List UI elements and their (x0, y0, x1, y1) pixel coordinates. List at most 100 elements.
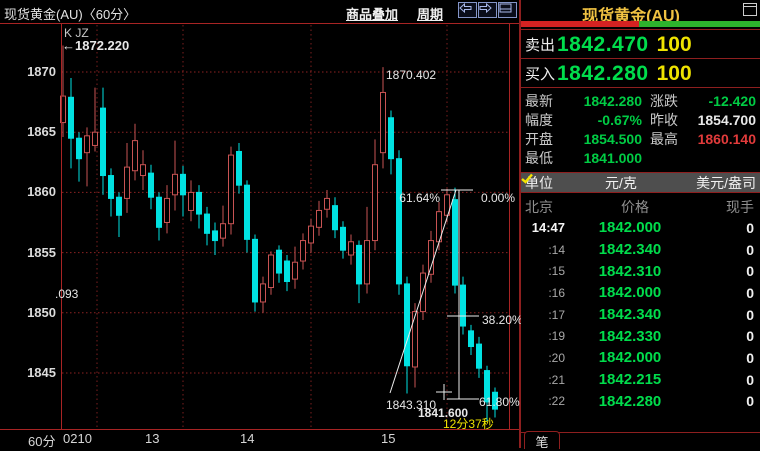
tick-price: 1842.340 (598, 241, 662, 259)
sell-size: 100 (656, 32, 692, 56)
tick-price: 1842.330 (598, 327, 662, 345)
sell-label: 卖出 (525, 37, 556, 54)
candle-body (268, 254, 274, 289)
tab-tick-detail[interactable]: 笔 (524, 431, 560, 450)
tick-row[interactable]: 14:47 1842.000 0 (521, 217, 760, 239)
buy-sell-depth-bar (521, 21, 760, 27)
candle-body (196, 191, 202, 215)
stat-label: 涨跌 (650, 92, 678, 109)
candle-body (68, 96, 74, 139)
tick-volume: 0 (746, 263, 754, 280)
depth-bar-buy (639, 21, 760, 27)
tick-row[interactable]: :19 1842.330 0 (521, 325, 760, 347)
unit-option-usd[interactable]: 美元/盎司 (696, 174, 756, 191)
y-axis-label: 1865 (27, 124, 56, 140)
stats-row: 最新 1842.280 涨跌 -12.420 (521, 91, 760, 110)
candle-body (212, 230, 218, 242)
col-header-time: 北京 (525, 199, 553, 215)
x-axis-label: 13 (145, 431, 160, 446)
panel-separator (519, 0, 521, 448)
fib-line (389, 189, 457, 394)
candle-body (388, 117, 394, 160)
tick-time: :21 (548, 372, 565, 387)
candle-body (356, 244, 362, 285)
candle-body (324, 197, 330, 210)
period-menu-button[interactable]: 周期 (417, 7, 444, 22)
tick-price: 1842.000 (598, 219, 662, 237)
stat-label: 昨收 (650, 111, 678, 128)
stat-value: 1854.700 (697, 111, 756, 128)
stat-value: 1841.000 (583, 149, 642, 166)
candle-body (284, 260, 290, 282)
stat-value: 1854.500 (583, 130, 642, 147)
candle-body (316, 209, 322, 228)
candle-body (292, 261, 298, 280)
tick-volume: 0 (746, 393, 754, 410)
stat-label: 开盘 (525, 130, 553, 147)
tick-price: 1842.340 (598, 306, 662, 324)
buy-quote-row[interactable]: 买入 1842.280 100 (521, 60, 760, 87)
candle-body (172, 173, 178, 196)
stats-row: 幅度 -0.67% 昨收 1854.700 (521, 110, 760, 129)
candle-body (412, 311, 418, 368)
sell-quote-row[interactable]: 卖出 1842.470 100 (521, 31, 760, 58)
chart-bottom-border (0, 429, 520, 430)
tick-volume: 0 (746, 371, 754, 388)
forward-arrow-icon[interactable] (478, 2, 497, 18)
tick-table: 14:47 1842.000 0:14 1842.340 0:15 1842.310 0:1… (521, 217, 760, 412)
tick-volume: 0 (746, 349, 754, 366)
spike-price-annotation: 1870.402 (386, 68, 437, 82)
divider (521, 29, 760, 30)
candle-body (132, 140, 138, 172)
tick-row[interactable]: :22 1842.280 0 (521, 391, 760, 413)
candle-body (244, 184, 250, 240)
fib-low-price-label: 1843.310 (386, 398, 437, 412)
tick-row[interactable]: :20 1842.000 0 (521, 347, 760, 369)
candle-body (188, 191, 194, 211)
unit-option-cny[interactable]: 元/克 (605, 174, 637, 191)
candle-body (444, 194, 450, 216)
x-axis-label: 15 (381, 431, 396, 446)
y-axis-label: 1870 (27, 64, 56, 79)
tick-row[interactable]: :21 1842.215 0 (521, 369, 760, 391)
stat-label: 最低 (525, 149, 553, 166)
quote-panel: 现货黄金(AU) 卖出 1842.470 100 买入 1842.280 100… (521, 0, 760, 448)
tick-time: :19 (548, 329, 565, 344)
candle-body (108, 175, 114, 199)
tick-row[interactable]: :14 1842.340 0 (521, 239, 760, 261)
fib-label-61-64: 61.64% (399, 191, 440, 205)
y-axis-label: 1855 (27, 244, 56, 260)
buy-label: 买入 (525, 66, 556, 83)
candle-body (300, 240, 306, 262)
unit-label: 单位 (525, 174, 553, 191)
tick-price: 1842.310 (598, 262, 662, 280)
indicator-label: K JZ (64, 26, 89, 40)
overlay-menu-button[interactable]: 商品叠加 (346, 7, 399, 22)
stats-grid: 最新 1842.280 涨跌 -12.420 幅度 -0.67% 昨收 1854.700 开盘 1… (521, 91, 760, 167)
tick-row[interactable]: :15 1842.310 0 (521, 260, 760, 282)
candle-body (484, 370, 490, 403)
clipped-price-annotation: .093 (55, 287, 79, 301)
tick-time: :20 (548, 350, 565, 365)
tick-row[interactable]: :17 1842.340 0 (521, 304, 760, 326)
tick-price: 1842.215 (598, 371, 662, 389)
tick-time: :14 (548, 242, 565, 257)
window-icon[interactable] (743, 3, 757, 16)
tile-windows-icon[interactable] (498, 2, 517, 18)
col-header-volume: 现手 (726, 199, 754, 215)
unit-selector-row: 单位 元/克 美元/盎司 (521, 172, 760, 193)
back-arrow-icon[interactable] (458, 2, 477, 18)
candle-body (84, 135, 90, 154)
candle-body (276, 249, 282, 274)
candle-body (116, 196, 122, 216)
stat-label: 最新 (525, 92, 553, 109)
chart-left-border (61, 24, 62, 429)
candle-body (332, 205, 338, 231)
tick-row[interactable]: :16 1842.000 0 (521, 282, 760, 304)
candle-body (308, 225, 314, 244)
chart-title: 现货黄金(AU)〈60分〉 (4, 7, 137, 22)
candle-body (364, 240, 370, 285)
y-axis-label: 1850 (27, 304, 56, 320)
tick-volume: 0 (746, 219, 754, 236)
